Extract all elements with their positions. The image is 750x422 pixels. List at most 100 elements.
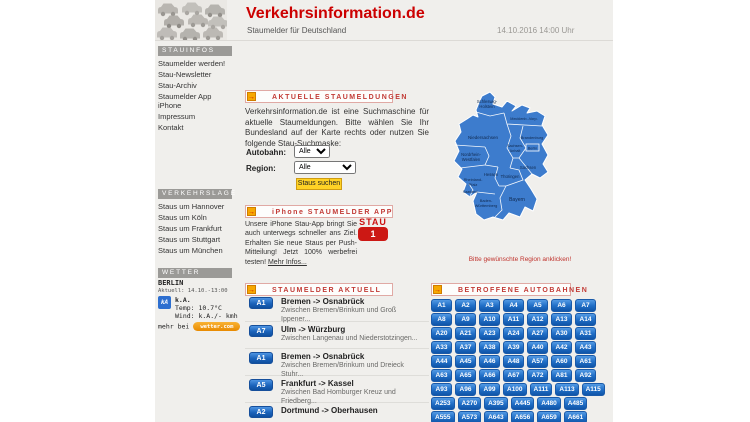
autobahn-badge[interactable]: A38 xyxy=(479,341,500,354)
autobahn-badge[interactable]: A42 xyxy=(551,341,572,354)
autobahn-badge[interactable]: A445 xyxy=(510,397,535,410)
autobahn-badge[interactable]: A21 xyxy=(455,327,476,340)
sidebar-link[interactable]: Stau-Archiv xyxy=(158,81,197,90)
autobahn-badge[interactable]: A37 xyxy=(455,341,476,354)
sidebar-link[interactable]: Staumelder werden! xyxy=(158,59,226,68)
arrow-icon: → xyxy=(247,92,256,101)
report-title[interactable]: Bremen -> Osnabrück xyxy=(281,352,365,361)
autobahn-badge[interactable]: A270 xyxy=(457,397,482,410)
autobahn-badge[interactable]: A72 xyxy=(527,369,548,382)
autobahn-badge[interactable]: A40 xyxy=(527,341,548,354)
autobahn-badge[interactable]: A24 xyxy=(503,327,524,340)
map-outline[interactable] xyxy=(453,91,549,221)
traffic-report-item[interactable]: A1 Bremen -> Osnabrück Zwischen Bremen/B… xyxy=(245,348,429,378)
site-title[interactable]: Verkehrsinformation.de xyxy=(246,5,425,22)
autobahn-badge[interactable]: A10 xyxy=(479,313,500,326)
wetter-com-link[interactable]: wetter.com xyxy=(193,322,241,331)
autobahn-badge[interactable]: A11 xyxy=(503,313,524,326)
sidebar-link[interactable]: Staumelder App iPhone xyxy=(158,92,212,110)
autobahn-badge[interactable]: A485 xyxy=(563,397,588,410)
autobahn-badge[interactable]: A99 xyxy=(479,383,500,396)
autobahn-badge[interactable]: A6 xyxy=(551,299,572,312)
autobahn-badge[interactable]: A65 xyxy=(455,369,476,382)
autobahn-badge[interactable]: A81 xyxy=(551,369,572,382)
autobahn-badge[interactable]: A20 xyxy=(431,327,452,340)
autobahn-badge[interactable]: A31 xyxy=(575,327,596,340)
sidebar-link[interactable]: Staus um Stuttgart xyxy=(158,235,221,244)
sidebar-list-stauinfos: Staumelder werden! Stau-Newsletter Stau-Ar… xyxy=(158,58,234,133)
autobahn-badge[interactable]: A9 xyxy=(455,313,476,326)
sidebar-link[interactable]: Staus um Frankfurt xyxy=(158,224,222,233)
report-title[interactable]: Dortmund -> Oberhausen xyxy=(281,406,378,415)
autobahn-badge[interactable]: A27 xyxy=(527,327,548,340)
autobahn-badge[interactable]: A57 xyxy=(527,355,548,368)
autobahn-badge[interactable]: A43 xyxy=(575,341,596,354)
autobahn-badge[interactable]: A100 xyxy=(503,383,527,396)
autobahn-badge[interactable]: A115 xyxy=(581,383,605,396)
report-title[interactable]: Ulm -> Würzburg xyxy=(281,325,346,334)
autobahn-badge[interactable]: A643 xyxy=(484,411,508,422)
autobahn-badge[interactable]: A30 xyxy=(551,327,572,340)
sidebar-link[interactable]: Staus um München xyxy=(158,246,223,255)
autobahn-badge[interactable]: A7 xyxy=(575,299,596,312)
autobahn-badge[interactable]: A480 xyxy=(537,397,561,410)
autobahn-label: Autobahn: xyxy=(246,148,286,157)
sidebar-link[interactable]: Kontakt xyxy=(158,123,184,132)
traffic-report-item[interactable]: A2 Dortmund -> Oberhausen xyxy=(245,402,429,422)
autobahn-badge[interactable]: A2 xyxy=(455,299,476,312)
autobahn-badge[interactable]: A39 xyxy=(503,341,524,354)
autobahn-badge[interactable]: A111 xyxy=(529,383,553,396)
more-info-link[interactable]: Mehr Infos... xyxy=(267,258,307,266)
autobahn-badge[interactable]: A44 xyxy=(431,355,452,368)
autobahn-badge[interactable]: A46 xyxy=(479,355,500,368)
autobahn-badge[interactable]: A573 xyxy=(457,411,482,422)
autobahn-badge[interactable]: A63 xyxy=(431,369,452,382)
traffic-report-item[interactable]: A5 Frankfurt -> Kassel Zwischen Bad Homb… xyxy=(245,375,429,405)
germany-region-map[interactable]: Schleswig- Holstein Mecklenb.-Vorp. Nied… xyxy=(440,88,555,250)
sidebar-link[interactable]: Staus um Hannover xyxy=(158,202,225,211)
autobahn-badge[interactable]: A253 xyxy=(431,397,455,410)
region-select[interactable]: Alle xyxy=(294,161,356,174)
traffic-report-item[interactable]: A1 Bremen -> Osnabrück Zwischen Bremen/B… xyxy=(245,294,429,323)
autobahn-badge[interactable]: A67 xyxy=(503,369,524,382)
autobahn-badge[interactable]: A656 xyxy=(510,411,535,422)
autobahn-badge[interactable]: A93 xyxy=(431,383,452,396)
weather-wind: Wind: k.A./- kmh xyxy=(175,312,238,320)
sidebar-link[interactable]: Stau-Newsletter xyxy=(158,70,212,79)
traffic-report-item[interactable]: A7 Ulm -> Würzburg Zwischen Langenau und… xyxy=(245,321,429,348)
autobahn-select[interactable]: Alle xyxy=(294,145,330,158)
autobahn-badge[interactable]: A96 xyxy=(455,383,476,396)
autobahn-badge[interactable]: A14 xyxy=(575,313,596,326)
autobahn-badge[interactable]: A5 xyxy=(527,299,548,312)
berlin-region[interactable] xyxy=(525,143,540,152)
report-description: Zwischen Langenau und Niederstotzingen..… xyxy=(281,335,418,342)
autobahn-badge[interactable]: A4 xyxy=(503,299,524,312)
sidebar-link[interactable]: Impressum xyxy=(158,112,196,121)
report-title[interactable]: Bremen -> Osnabrück xyxy=(281,297,365,306)
autobahn-badge[interactable]: A1 xyxy=(431,299,452,312)
autobahn-badge[interactable]: A60 xyxy=(551,355,572,368)
autobahn-badge[interactable]: A661 xyxy=(563,411,588,422)
autobahn-badge[interactable]: A113 xyxy=(555,383,579,396)
stau-app-icon[interactable]: 1 xyxy=(358,227,388,241)
autobahn-badge-row: A93 A96 A99 A100 A111 A113 A115 xyxy=(431,378,607,396)
sidebar-link[interactable]: Staus um Köln xyxy=(158,213,207,222)
autobahn-badge[interactable]: A92 xyxy=(575,369,596,382)
autobahn-badge[interactable]: A61 xyxy=(575,355,596,368)
autobahn-badge[interactable]: A12 xyxy=(527,313,548,326)
autobahn-badge[interactable]: A659 xyxy=(537,411,561,422)
autobahn-badge[interactable]: A3 xyxy=(479,299,500,312)
autobahn-badge[interactable]: A555 xyxy=(431,411,455,422)
traffic-jam-logo[interactable] xyxy=(155,0,227,40)
autobahn-badge[interactable]: A23 xyxy=(479,327,500,340)
autobahn-badge[interactable]: A395 xyxy=(484,397,508,410)
autobahn-badge[interactable]: A33 xyxy=(431,341,452,354)
autobahn-badge[interactable]: A48 xyxy=(503,355,524,368)
autobahn-badge[interactable]: A13 xyxy=(551,313,572,326)
autobahn-badge[interactable]: A66 xyxy=(479,369,500,382)
autobahn-badge[interactable]: A8 xyxy=(431,313,452,326)
autobahn-badge[interactable]: A45 xyxy=(455,355,476,368)
search-button[interactable]: Staus suchen xyxy=(296,178,342,190)
datetime: 14.10.2016 14:00 Uhr xyxy=(497,26,575,35)
report-title[interactable]: Frankfurt -> Kassel xyxy=(281,379,354,388)
